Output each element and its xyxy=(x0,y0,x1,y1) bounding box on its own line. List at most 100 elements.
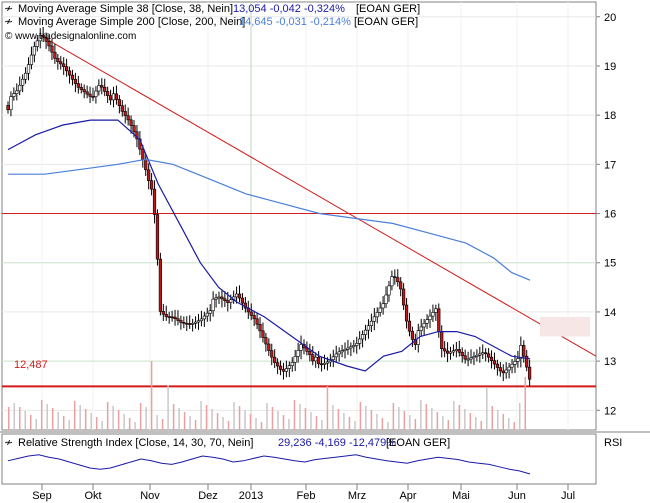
candle-body xyxy=(378,307,382,313)
volume-bar xyxy=(271,407,274,430)
x-tick-label: Okt xyxy=(84,490,101,502)
volume-bar xyxy=(469,413,472,430)
candle-body xyxy=(501,370,505,374)
candle-body xyxy=(252,315,256,320)
x-tick-label: Jul xyxy=(561,490,575,502)
candle-body xyxy=(355,343,359,346)
candle-body xyxy=(410,330,415,340)
candle-body xyxy=(32,46,36,56)
candle-body xyxy=(237,293,242,299)
x-tick-label: Nov xyxy=(140,490,160,502)
candle-body xyxy=(152,188,157,215)
candle-body xyxy=(82,89,86,93)
volume-bar xyxy=(497,410,499,430)
candle-body xyxy=(528,366,532,380)
volume-bar xyxy=(524,377,527,430)
candle-body xyxy=(390,276,394,287)
candle-body xyxy=(314,356,318,362)
candle-body xyxy=(519,345,523,359)
volume-bar xyxy=(337,409,340,430)
candle-body xyxy=(229,299,233,303)
volume-bar xyxy=(57,412,59,430)
candle-body xyxy=(261,330,265,338)
candle-body xyxy=(387,285,391,296)
candle-body xyxy=(317,356,321,365)
y-tick-label: 18 xyxy=(604,110,616,122)
legend-ma38-symbol: [EOAN GER] xyxy=(356,3,420,15)
moving-averages xyxy=(7,119,531,372)
volume-bar xyxy=(211,409,213,430)
candle-body xyxy=(331,356,335,360)
price-candles xyxy=(6,26,532,386)
candle-body xyxy=(106,91,110,96)
candle-body xyxy=(349,346,353,349)
candle-body xyxy=(223,298,227,302)
candle-body xyxy=(188,323,192,325)
y-tick-label: 17 xyxy=(604,159,616,171)
candle-body xyxy=(363,329,368,335)
candle-body xyxy=(182,322,186,324)
candle-body xyxy=(495,363,499,368)
candle-body xyxy=(205,312,209,317)
candle-body xyxy=(457,349,461,353)
candle-body xyxy=(114,93,119,100)
candle-body xyxy=(29,54,34,65)
volume-bar xyxy=(293,400,296,430)
candle-body xyxy=(258,323,262,332)
volume-bar xyxy=(431,408,433,430)
volume-bar xyxy=(79,405,81,430)
candle-body xyxy=(525,355,529,368)
y-tick-label: 20 xyxy=(604,12,616,24)
volume-bar xyxy=(519,403,521,430)
volume-bar xyxy=(145,407,147,430)
candle-body xyxy=(191,323,195,325)
candle-body xyxy=(50,45,54,53)
y-tick-label: 15 xyxy=(604,258,616,270)
volume-bar xyxy=(370,410,373,430)
candle-body xyxy=(264,337,268,345)
support-level-label: 12,487 xyxy=(14,359,48,371)
candle-body xyxy=(41,34,45,38)
candle-body xyxy=(193,321,198,324)
rsi-panel-label: RSI xyxy=(604,437,622,449)
candle-body xyxy=(375,312,379,318)
candle-body xyxy=(91,96,95,98)
volume-bar xyxy=(480,421,483,430)
candle-body xyxy=(440,331,444,350)
candle-body xyxy=(366,325,371,331)
volume-bar xyxy=(249,414,252,430)
ma200-icon: ≁ xyxy=(4,16,13,28)
candle-body xyxy=(38,34,42,42)
volume-bar xyxy=(40,400,43,430)
candle-body xyxy=(26,64,31,74)
candle-body xyxy=(249,311,253,316)
ma200-line xyxy=(8,158,531,281)
candle-body xyxy=(319,363,324,366)
y-tick-label: 19 xyxy=(604,61,616,73)
candle-body xyxy=(170,316,174,319)
volume-bar xyxy=(414,419,417,430)
volume-bar xyxy=(277,411,279,430)
candle-body xyxy=(167,316,171,318)
candle-body xyxy=(44,36,48,42)
rsi-legend-symbol: [EOAN GER] xyxy=(386,437,450,449)
volume-bar xyxy=(381,418,384,430)
x-tick-label: 2013 xyxy=(239,490,263,502)
candle-body xyxy=(67,70,72,76)
candle-body xyxy=(35,40,39,47)
candle-body xyxy=(23,72,28,80)
volume-bar xyxy=(8,407,10,430)
candle-body xyxy=(123,111,127,116)
volume-bar xyxy=(359,402,362,430)
watermark: © www.tradesignalonline.com xyxy=(5,31,136,42)
volume-bar xyxy=(260,422,263,430)
candle-body xyxy=(120,105,124,112)
candle-body xyxy=(334,353,338,358)
candle-body xyxy=(161,311,165,315)
trendline xyxy=(41,36,597,357)
candle-body xyxy=(173,316,177,319)
ma38-line xyxy=(7,119,531,372)
volume-bar xyxy=(458,405,461,430)
